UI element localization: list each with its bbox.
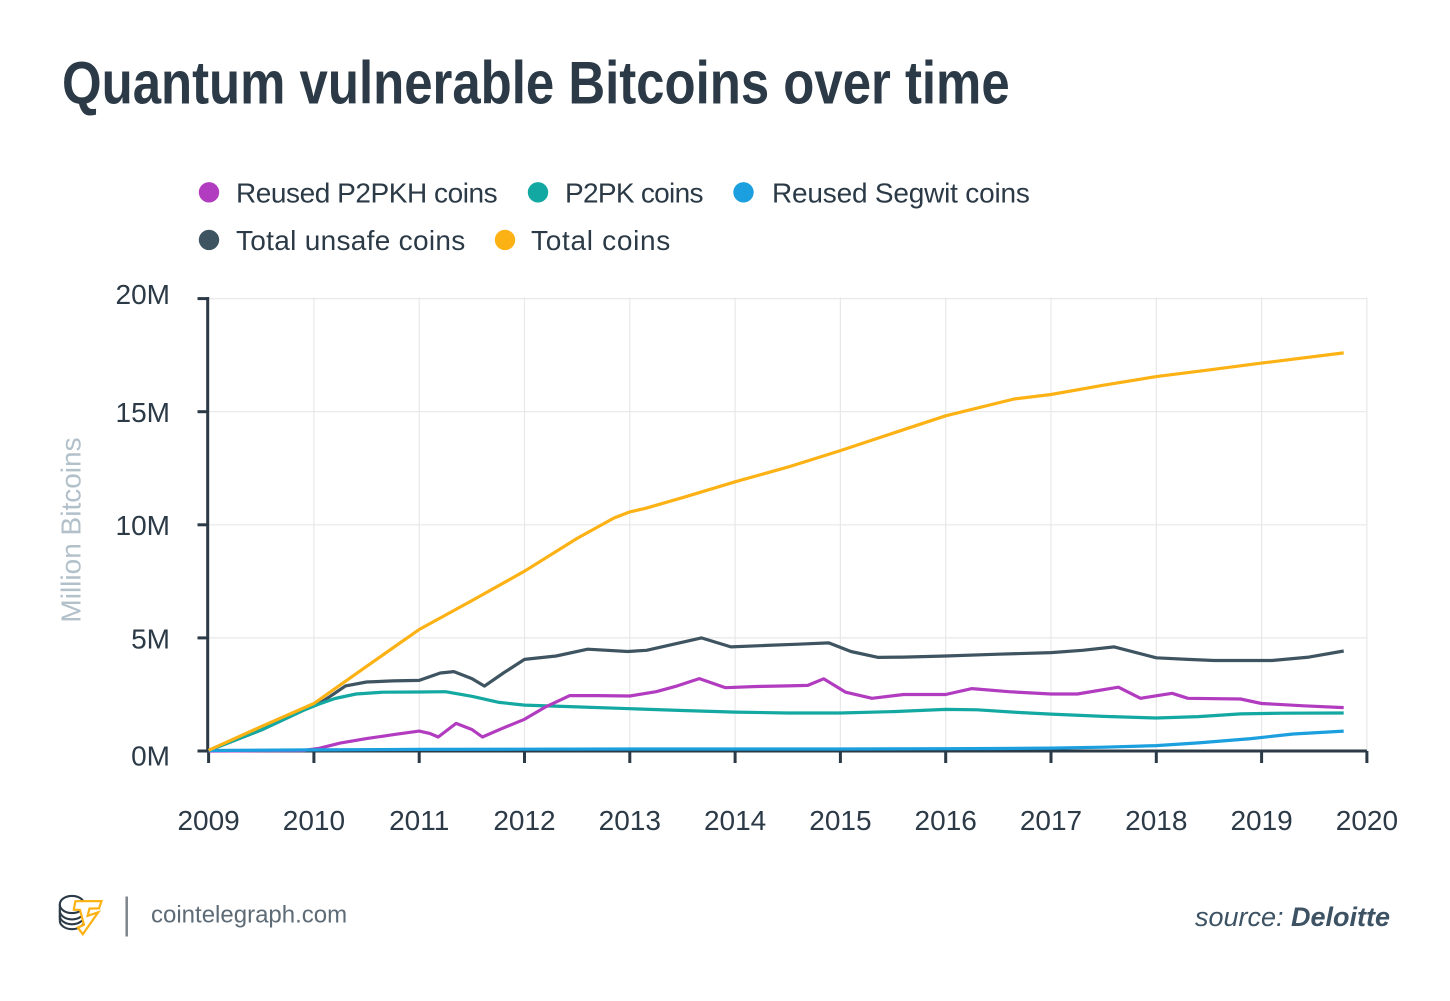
svg-text:2009: 2009 [177, 805, 239, 836]
svg-text:Reused Segwit coins: Reused Segwit coins [772, 178, 1030, 209]
svg-text:2013: 2013 [599, 805, 661, 836]
svg-text:Reused P2PKH coins: Reused P2PKH coins [236, 178, 497, 209]
svg-text:20M: 20M [116, 279, 170, 310]
svg-text:5M: 5M [131, 624, 170, 655]
svg-text:cointelegraph.com: cointelegraph.com [151, 902, 347, 929]
svg-text:2010: 2010 [283, 805, 345, 836]
svg-text:Total coins: Total coins [531, 225, 671, 256]
svg-text:2014: 2014 [704, 805, 766, 836]
svg-text:10M: 10M [116, 510, 170, 541]
svg-text:0M: 0M [131, 741, 170, 772]
svg-text:2018: 2018 [1125, 805, 1187, 836]
svg-text:Quantum vulnerable Bitcoins ov: Quantum vulnerable Bitcoins over time [62, 50, 1010, 117]
svg-text:2020: 2020 [1336, 805, 1398, 836]
svg-text:2012: 2012 [493, 805, 555, 836]
svg-text:P2PK coins: P2PK coins [565, 178, 703, 209]
svg-text:source: Deloitte: source: Deloitte [1195, 902, 1390, 932]
svg-text:2019: 2019 [1230, 805, 1292, 836]
svg-text:2015: 2015 [809, 805, 871, 836]
svg-text:Million Bitcoins: Million Bitcoins [56, 437, 87, 622]
svg-text:2016: 2016 [915, 805, 977, 836]
svg-text:2011: 2011 [389, 805, 449, 836]
svg-text:2017: 2017 [1020, 805, 1082, 836]
svg-text:Total unsafe coins: Total unsafe coins [236, 225, 466, 256]
svg-text:15M: 15M [116, 397, 170, 428]
